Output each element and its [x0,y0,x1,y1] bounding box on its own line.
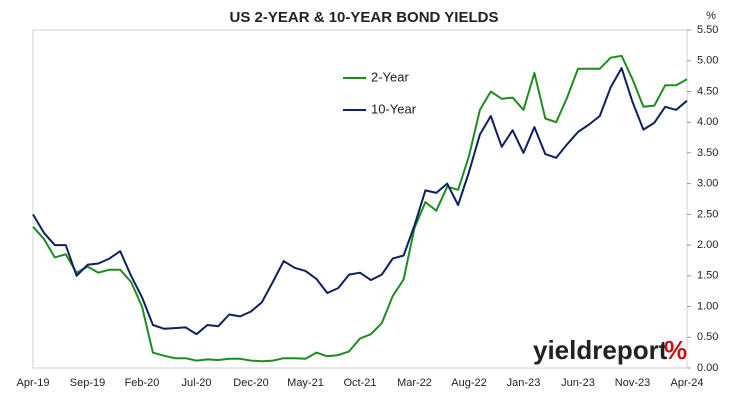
x-tick-label: Nov-23 [615,377,650,389]
series-line [32,67,688,336]
y-tick-label: 2.50 [697,208,718,220]
y-tick-label: 5.50 [697,24,718,36]
y-tick-label: 5.00 [697,55,718,67]
y-tick-label: 4.50 [697,85,718,97]
y-tick-label: 4.00 [697,116,718,128]
x-tick-label: Jul-20 [182,377,212,389]
logo: yieldreport [533,335,668,365]
series-line [32,54,688,363]
legend-label: 10-Year [371,101,417,116]
logo-symbol: % [664,335,687,365]
y-tick-label: 1.50 [697,270,718,282]
chart-title: US 2-YEAR & 10-YEAR BOND YIELDS [230,9,499,26]
y-unit: % [706,10,716,22]
x-tick-label: Sep-19 [70,377,105,389]
y-tick-label: 3.00 [697,178,718,190]
x-tick-label: Jan-23 [507,377,541,389]
x-tick-label: Feb-20 [125,377,160,389]
legend-label: 2-Year [371,69,409,84]
plot-area [32,29,688,369]
y-tick-label: 0.50 [697,331,718,343]
x-tick-label: Apr-24 [670,377,703,389]
y-tick-label: 2.00 [697,239,718,251]
x-tick-label: May-21 [287,377,324,389]
x-tick-label: Apr-19 [16,377,49,389]
x-tick-label: Oct-21 [343,377,376,389]
y-tick-label: 3.50 [697,147,718,159]
x-tick-label: Dec-20 [233,377,268,389]
x-tick-label: Jun-23 [561,377,595,389]
y-tick-label: 0.00 [697,362,718,374]
x-tick-label: Mar-22 [397,377,432,389]
y-tick-label: 1.00 [697,300,718,312]
x-tick-label: Aug-22 [451,377,486,389]
